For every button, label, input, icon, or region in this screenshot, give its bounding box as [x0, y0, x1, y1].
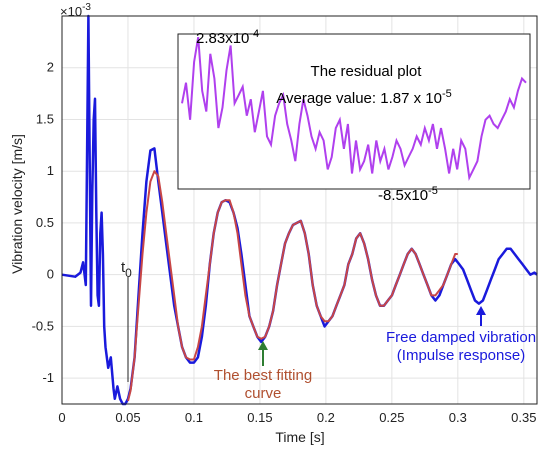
y-tick-label: 1: [47, 163, 54, 178]
x-tick-label: 0.1: [185, 410, 203, 425]
x-tick-label: 0.2: [317, 410, 335, 425]
inset-title: The residual plot: [311, 63, 423, 80]
y-tick-label: 2: [47, 60, 54, 75]
y-axis-label: Vibration velocity [m/s]: [9, 134, 25, 274]
x-tick-label: 0.25: [379, 410, 404, 425]
x-axis-label: Time [s]: [275, 429, 324, 445]
fitted-curve-line: [127, 170, 458, 402]
inset-average: Average value: 1.87 x 10-5: [276, 88, 451, 107]
x-tick-label: 0.3: [449, 410, 467, 425]
y-tick-label: 1.5: [36, 111, 54, 126]
y-tick-label: -1: [42, 370, 54, 385]
y-tick-label: 0: [47, 267, 54, 282]
y-exponent-label: ×10-3: [60, 2, 91, 19]
best-fit-label-line2: curve: [245, 385, 282, 402]
best-fit-label-line1: The best fitting: [214, 367, 312, 384]
inset-max-label: 2.83x10-4: [196, 28, 259, 47]
y-tick-label: 0.5: [36, 215, 54, 230]
x-tick-label: 0: [58, 410, 65, 425]
x-axis-ticks: 0 0.05 0.1 0.15 0.2 0.25 0.3 0.35: [58, 410, 536, 425]
best-fit-arrow-head: [258, 341, 268, 350]
data-series: [61, 14, 538, 406]
free-vibration-label-line2: (Impulse response): [397, 347, 525, 364]
x-tick-label: 0.35: [511, 410, 536, 425]
residual-line: [181, 37, 527, 182]
plot-frame: [61, 15, 538, 405]
x-tick-label: 0.15: [247, 410, 272, 425]
free-vibration-label-line1: Free damped vibration: [386, 329, 536, 346]
residual-inset: The residual plot Average value: 1.87 x …: [177, 28, 531, 204]
inset-min-label: -8.5x10-5: [378, 185, 438, 204]
t0-label: t0: [121, 259, 132, 280]
y-tick-label: -0.5: [32, 318, 54, 333]
free-vibration-arrow-head: [476, 306, 486, 315]
y-axis-ticks: -1 -0.5 0 0.5 1 1.5 2: [32, 60, 54, 385]
x-tick-label: 0.05: [115, 410, 140, 425]
